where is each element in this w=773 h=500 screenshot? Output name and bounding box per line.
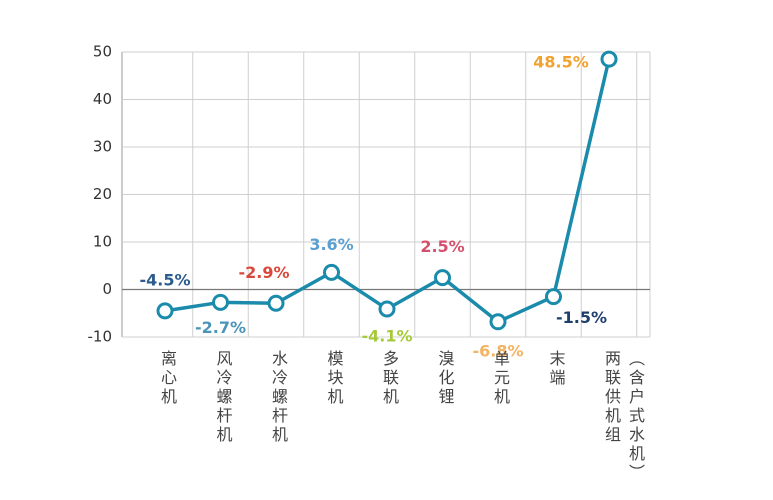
marker	[212, 293, 229, 311]
line	[164, 58, 611, 324]
data-label: -1.5%	[556, 308, 607, 327]
x-tick-label: 两联供机组 （含户式水机）	[602, 350, 645, 483]
marker	[600, 50, 618, 68]
marker	[545, 288, 562, 306]
marker	[323, 263, 340, 281]
data-label: -4.1%	[361, 326, 412, 345]
y-tick-label: 30	[93, 138, 112, 156]
data-label: -2.9%	[238, 263, 289, 282]
x-tick-label: 单元机	[491, 350, 510, 407]
x-tick-label: 模块机	[324, 350, 344, 407]
y-tick-label: 20	[93, 185, 112, 203]
y-tick-label: 0	[102, 280, 112, 298]
marker	[378, 300, 396, 318]
y-tick-label: -10	[88, 328, 113, 346]
marker	[267, 294, 285, 312]
x-tick-label: 多联机	[380, 350, 399, 407]
data-label: 2.5%	[420, 237, 464, 256]
data-label: -6.8%	[472, 341, 523, 360]
data-label: -4.5%	[139, 270, 190, 289]
marker	[156, 302, 174, 320]
x-tick-label: 末端	[546, 350, 566, 388]
x-tick-label: 水冷螺杆机	[269, 350, 288, 445]
x-tick-label: 离心机	[158, 350, 177, 407]
data-label: 48.5%	[533, 53, 589, 72]
y-tick-label: 40	[93, 90, 112, 108]
data-label: 3.6%	[309, 235, 353, 254]
data-label: -2.7%	[195, 318, 246, 337]
x-tick-label: 溴化锂	[435, 350, 455, 407]
marker	[489, 313, 507, 331]
x-tick-label: 风冷螺杆机	[213, 350, 233, 445]
y-tick-label: 50	[93, 43, 112, 61]
marker	[434, 269, 451, 287]
y-tick-label: 10	[93, 233, 112, 251]
